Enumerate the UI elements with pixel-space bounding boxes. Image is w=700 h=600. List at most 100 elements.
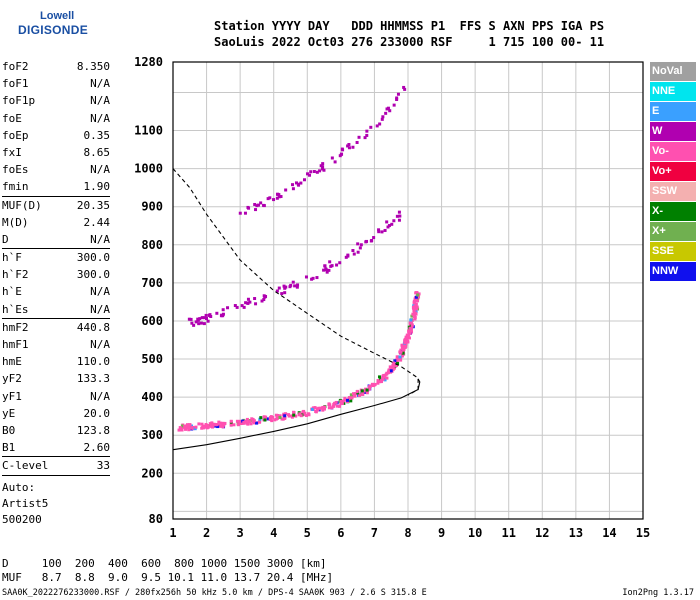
echo-point (282, 412, 286, 416)
echo-point (310, 277, 314, 281)
param-name: h`Es (2, 302, 29, 316)
echo-point (409, 327, 413, 331)
echo-point (315, 276, 319, 280)
x-tick-label: 11 (501, 526, 515, 540)
param-name: fxI (2, 145, 22, 159)
param-separator (2, 195, 110, 197)
echo-point (276, 413, 280, 417)
echo-point (360, 389, 364, 393)
echo-point (249, 422, 253, 426)
param-value: 0.35 (83, 128, 111, 142)
echo-point (187, 317, 191, 321)
param-name: C-level (2, 459, 49, 473)
echo-point (321, 165, 325, 169)
param-name: hmE (2, 355, 22, 369)
echo-point (323, 264, 327, 268)
echo-point (339, 399, 343, 403)
echo-point (414, 307, 418, 311)
param-separator (2, 474, 110, 476)
echo-point (193, 427, 197, 431)
echo-point (385, 371, 389, 375)
plot-grid (172, 61, 644, 519)
echo-point (355, 390, 359, 394)
echo-point (414, 309, 418, 313)
echo-point (258, 417, 262, 421)
digisonde-logo: Lowell DIGISONDE (6, 10, 106, 44)
echo-point (190, 321, 194, 325)
echo-point (246, 301, 250, 305)
echo-point (398, 355, 402, 359)
legend-item-x: X+ (650, 222, 696, 241)
logo-line2: DIGISONDE (18, 23, 89, 37)
echo-point (268, 416, 272, 420)
param-value: N/A (90, 389, 110, 403)
echo-point (402, 347, 406, 351)
echo-point (277, 195, 281, 199)
echo-point (396, 357, 400, 361)
param-value: 440.8 (76, 320, 110, 334)
echo-point (322, 268, 326, 272)
echo-point (221, 425, 225, 429)
param-name: foF2 (2, 60, 29, 73)
echo-point (268, 196, 272, 200)
param-value: 20.35 (76, 198, 110, 212)
param-separator (2, 248, 110, 250)
echo-point (362, 389, 366, 393)
echo-point (412, 305, 416, 309)
echo-point (214, 423, 218, 427)
echo-point (399, 350, 403, 354)
echo-point (246, 297, 250, 301)
echo-point (316, 408, 320, 412)
echo-point (338, 404, 342, 408)
param-row: foF1 N/A (2, 75, 110, 92)
echo-point (353, 394, 357, 398)
echo-point (406, 334, 410, 338)
legend: NoVal NNE E W Vo- Vo+ SSW X- X+ SSE NNW (650, 62, 696, 282)
logo-line1: Lowell (40, 10, 75, 22)
echo-point (178, 426, 182, 430)
echo-point (378, 380, 382, 384)
echo-point (205, 426, 209, 430)
param-name: foF1 (2, 77, 29, 91)
param-name: foF1p (2, 94, 36, 108)
echo-point (205, 317, 209, 321)
echo-point (294, 181, 298, 185)
echo-point (384, 111, 388, 115)
echo-point (396, 92, 400, 96)
echo-point (253, 202, 257, 206)
echo-point (388, 365, 392, 369)
echo-point (386, 370, 390, 374)
echo-point (284, 188, 288, 192)
echo-point (198, 317, 202, 321)
echo-point (244, 419, 248, 423)
param-name: M(D) (2, 215, 29, 229)
param-separator (2, 456, 110, 458)
echo-point (385, 376, 389, 380)
echo-point (254, 302, 258, 306)
param-name: D (2, 232, 9, 246)
legend-item-nne: NNE (650, 82, 696, 101)
true-height-profile-dashed (172, 168, 419, 396)
echo-point (356, 250, 360, 254)
echo-point (405, 336, 409, 340)
echo-point (409, 318, 413, 322)
echo-point (275, 289, 279, 293)
echo-point (302, 178, 306, 182)
echo-point (202, 316, 206, 320)
echo-point (308, 173, 312, 177)
param-value: 8.65 (83, 145, 111, 159)
echo-point (200, 426, 204, 430)
param-row: foEp 0.35 (2, 127, 110, 144)
echo-point (403, 338, 407, 342)
echo-point (266, 197, 270, 201)
echo-point (235, 305, 239, 309)
echo-point (355, 140, 359, 144)
echo-point (248, 420, 252, 424)
legend-item-vo: Vo+ (650, 162, 696, 181)
echo-point (265, 417, 269, 421)
echo-point (395, 358, 399, 362)
echo-point (209, 424, 213, 428)
echo-point (262, 298, 266, 302)
header-line2: SaoLuis 2022 Oct03 276 233000 RSF 1 715 … (214, 35, 605, 49)
echo-point (310, 407, 314, 411)
